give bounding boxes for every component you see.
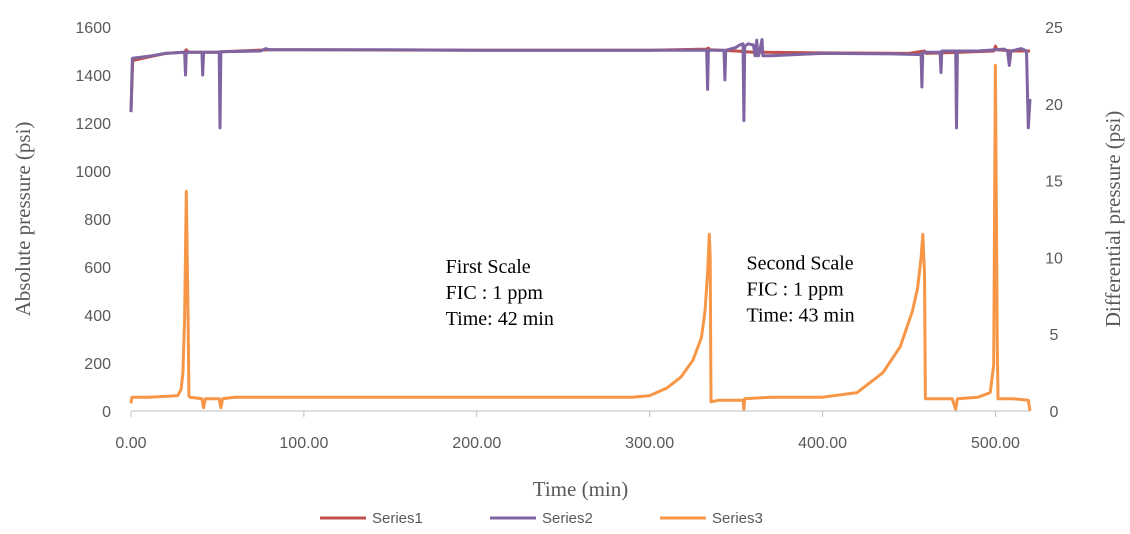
annotation-line: First Scale bbox=[446, 256, 531, 278]
y-tick-label: 1200 bbox=[75, 116, 111, 133]
y-tick-label: 1400 bbox=[75, 68, 111, 85]
legend: Series1 Series2 Series3 bbox=[320, 510, 763, 527]
annotation-line: Time: 42 min bbox=[446, 308, 554, 330]
x-tick-label: 200.00 bbox=[452, 435, 501, 452]
y-tick-label: 400 bbox=[84, 308, 111, 325]
annotations: First Scale FIC : 1 ppm Time: 42 min Second… bbox=[446, 252, 855, 329]
series-line-series2 bbox=[129, 38, 1032, 130]
annotation-line: Time: 43 min bbox=[746, 304, 854, 326]
legend-label: Series3 bbox=[712, 510, 763, 527]
y-tick-label: 0 bbox=[102, 404, 111, 421]
y-tick-label: 200 bbox=[84, 356, 111, 373]
x-axis-ticks: 0.00 100.00 200.00 300.00 400.00 500.00 bbox=[115, 411, 1020, 452]
y-axis-title: Absolute pressure (psi) bbox=[11, 122, 35, 317]
x-tick-label: 0.00 bbox=[115, 435, 146, 452]
y2-tick-label: 5 bbox=[1050, 327, 1059, 344]
y-tick-label: 1000 bbox=[75, 164, 111, 181]
y-tick-label: 800 bbox=[84, 212, 111, 229]
legend-label: Series2 bbox=[542, 510, 593, 527]
x-axis-title: Time (min) bbox=[533, 477, 628, 501]
y2-axis-ticks: 0 5 10 15 20 25 bbox=[1045, 20, 1063, 421]
x-tick-label: 100.00 bbox=[279, 435, 328, 452]
plot-series bbox=[129, 38, 1032, 412]
x-tick-label: 300.00 bbox=[625, 435, 674, 452]
series-line-series3 bbox=[129, 63, 1032, 412]
y2-tick-label: 25 bbox=[1045, 20, 1063, 37]
annotation-line: FIC : 1 ppm bbox=[446, 282, 544, 304]
y2-tick-label: 15 bbox=[1045, 174, 1063, 191]
legend-label: Series1 bbox=[372, 510, 423, 527]
y2-axis-title: Differential pressure (psi) bbox=[1101, 111, 1125, 328]
y2-tick-label: 10 bbox=[1045, 250, 1063, 267]
x-tick-label: 400.00 bbox=[798, 435, 847, 452]
y-tick-label: 600 bbox=[84, 260, 111, 277]
y-tick-label: 1600 bbox=[75, 20, 111, 37]
y-axis-ticks: 0 200 400 600 800 1000 1200 1400 1600 bbox=[75, 20, 111, 421]
annotation-line: FIC : 1 ppm bbox=[746, 278, 844, 300]
x-tick-label: 500.00 bbox=[971, 435, 1020, 452]
annotation-line: Second Scale bbox=[746, 252, 853, 274]
y2-tick-label: 20 bbox=[1045, 97, 1063, 114]
series-line-series1 bbox=[129, 44, 1030, 112]
y2-tick-label: 0 bbox=[1050, 404, 1059, 421]
